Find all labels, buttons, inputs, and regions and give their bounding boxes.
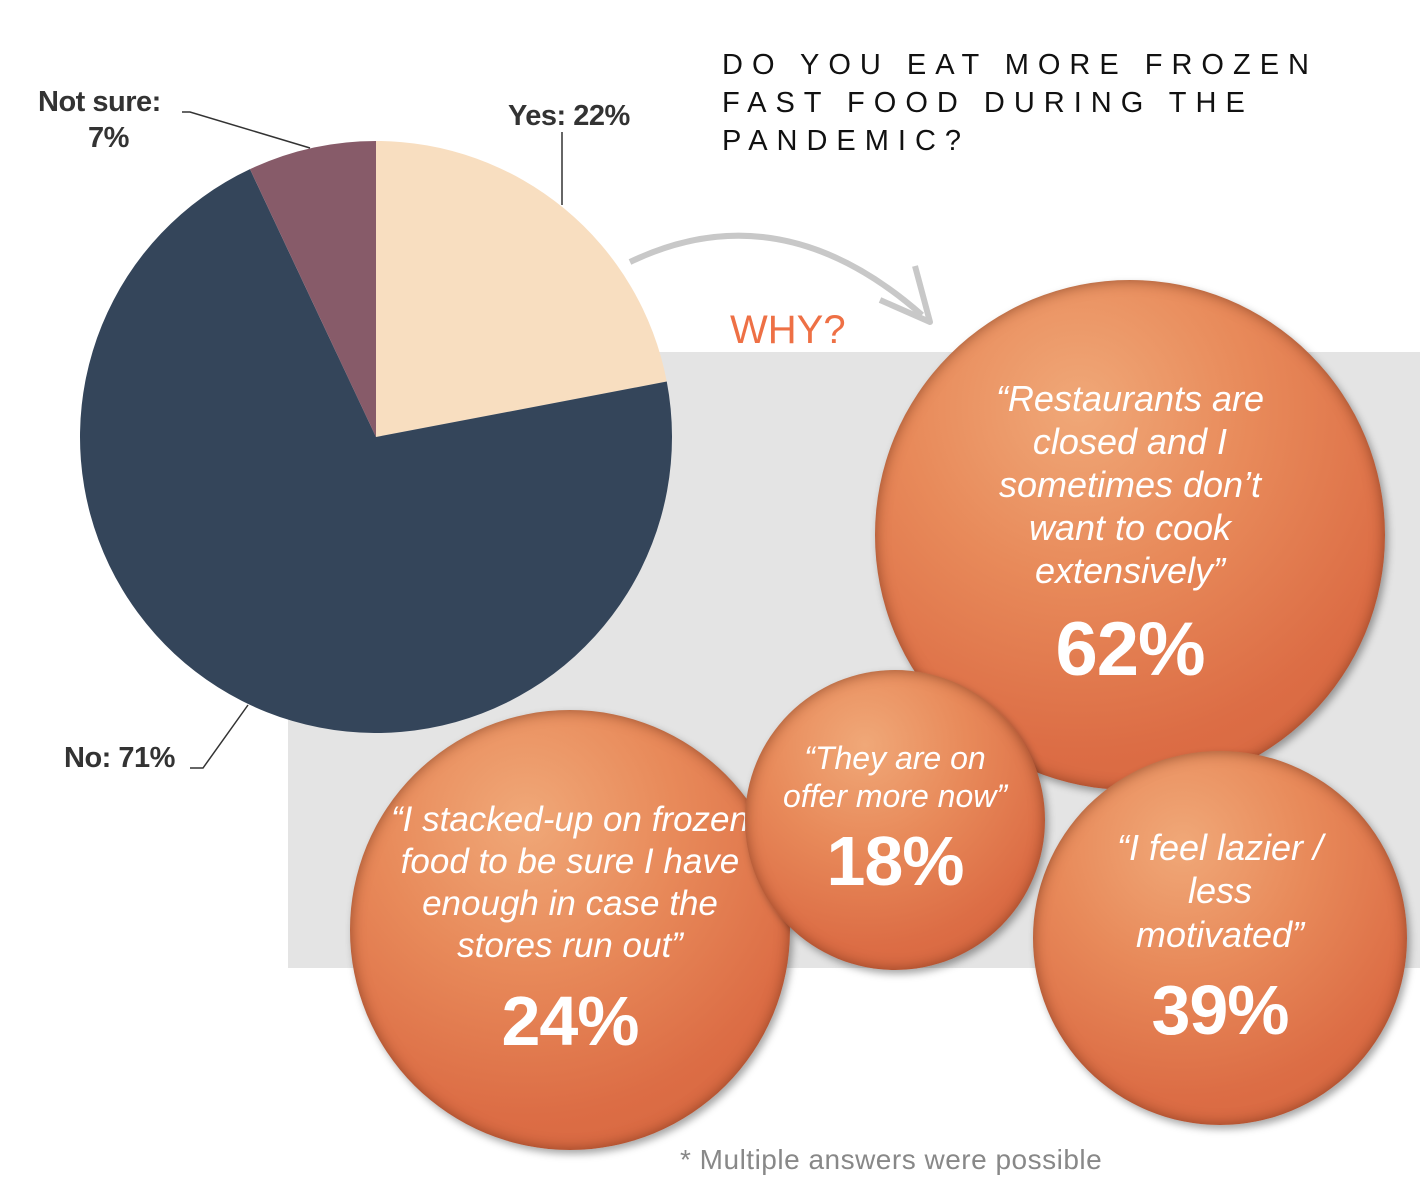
reason-percent: 62%	[1055, 607, 1205, 693]
footnote: * Multiple answers were possible	[680, 1144, 1103, 1175]
pie-slice-not-sure	[249, 141, 376, 437]
arrow-head-icon	[878, 265, 933, 325]
reason-quote: “I stacked-up on frozen food to be sure …	[391, 800, 749, 965]
reason-percent: 18%	[826, 822, 964, 901]
reason-quote: “I feel lazier / less motivated”	[1116, 827, 1324, 955]
reason-quote: “Restaurants are closed and I sometimes …	[995, 377, 1265, 592]
reason-bubble-lazier: “I feel lazier / less motivated” 39%	[1033, 751, 1407, 1125]
reason-percent: 39%	[1151, 970, 1289, 1049]
label-yes: Yes: 22%	[508, 100, 630, 132]
leader-line-no	[190, 704, 249, 769]
label-no: No: 71%	[64, 742, 175, 774]
why-heading: WHY?	[730, 308, 846, 352]
reason-quote: “They are on offer more now”	[782, 739, 1008, 814]
reason-bubble-offer: “They are on offer more now” 18%	[745, 670, 1045, 970]
pie-slice-no	[80, 169, 673, 733]
reason-bubble-stacked: “I stacked-up on frozen food to be sure …	[350, 710, 790, 1150]
pie-slice-yes	[376, 141, 667, 437]
label-notsure: Not sure:	[38, 86, 161, 118]
chart-title: DO YOU EAT MORE FROZEN FAST FOOD DURING …	[722, 49, 1318, 157]
reason-percent: 24%	[501, 982, 639, 1060]
label-notsure-value: 7%	[88, 122, 129, 154]
arrow-icon	[628, 232, 924, 318]
leader-line-notsure	[182, 111, 311, 149]
